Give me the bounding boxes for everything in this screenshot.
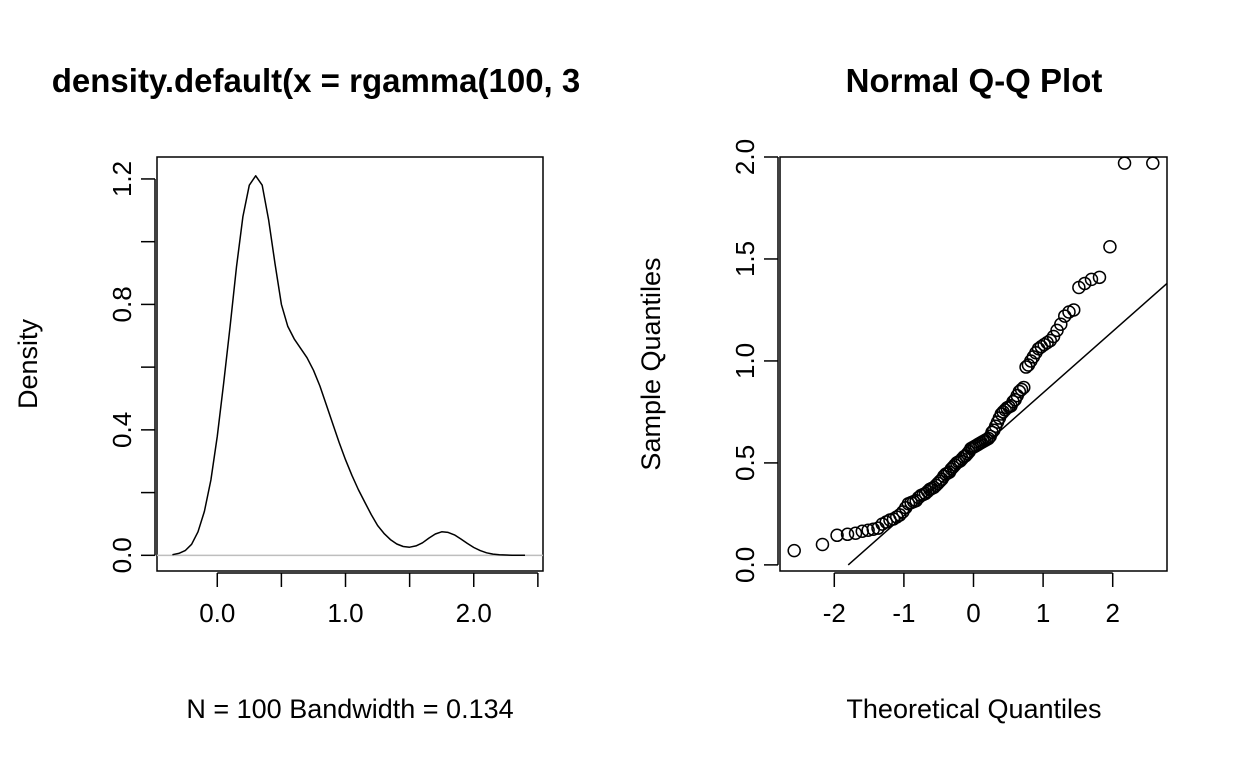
qq-y-axis: 0.0 0.5 1.0 1.5 2.0 (730, 139, 779, 583)
qq-point (848, 526, 863, 541)
qq-ylabel: Sample Quantiles (636, 257, 666, 470)
qq-y-tick-label: 1.0 (730, 343, 760, 379)
qq-plot-area (787, 156, 1168, 566)
qq-y-tick-label: 2.0 (730, 139, 760, 175)
qq-x-tick-label: 2 (1105, 598, 1119, 628)
qq-point (861, 523, 875, 537)
qq-point (830, 528, 844, 543)
qq-point (1012, 384, 1027, 399)
qq-x-tick-label: 1 (1036, 598, 1050, 628)
qq-point (1146, 156, 1160, 170)
qq-point (1058, 309, 1072, 323)
qq-panel: Normal Q-Q Plot Theoretical Quantiles Sa… (636, 62, 1168, 724)
density-curve (172, 175, 525, 557)
density-y-tick-label: 0.4 (107, 412, 137, 448)
qq-title: Normal Q-Q Plot (846, 62, 1103, 99)
density-ylabel: Density (13, 318, 43, 409)
qq-point (1054, 317, 1068, 331)
qq-y-tick-label: 1.5 (730, 241, 760, 277)
qq-xlabel: Theoretical Quantiles (846, 694, 1101, 724)
density-y-tick-label: 0.8 (107, 286, 137, 322)
density-panel: density.default(x = rgamma(100, 3 N = 10… (13, 62, 580, 724)
qq-point (787, 543, 801, 558)
qq-point (1043, 333, 1058, 348)
qq-point (1084, 272, 1099, 287)
qq-point (1103, 239, 1117, 254)
qq-x-tick-label: -2 (823, 598, 846, 628)
qq-point (815, 537, 830, 552)
qq-point (1017, 380, 1031, 395)
density-x-axis: 0.0 1.0 2.0 (199, 572, 539, 628)
density-y-axis: 0.0 0.4 0.8 1.2 (107, 161, 156, 573)
qq-point (1092, 270, 1107, 285)
qq-y-tick-label: 0.5 (730, 445, 760, 481)
qq-point (1077, 276, 1092, 291)
density-x-tick-label: 0.0 (199, 598, 235, 628)
density-xlabel: N = 100 Bandwidth = 0.134 (186, 694, 513, 724)
qq-x-tick-label: -1 (892, 598, 915, 628)
qq-point (840, 527, 855, 542)
density-y-tick-label: 0.0 (107, 537, 137, 573)
density-y-tick-label: 1.2 (107, 161, 137, 197)
density-title: density.default(x = rgamma(100, 3 (52, 62, 581, 99)
density-x-tick-label: 1.0 (327, 598, 363, 628)
qq-plot-frame (779, 156, 1168, 572)
qq-point (1014, 382, 1029, 397)
density-plot-frame (156, 156, 544, 572)
density-x-tick-label: 2.0 (456, 598, 492, 628)
qq-x-axis: -2 -1 0 1 2 (823, 572, 1120, 628)
qq-y-tick-label: 0.0 (730, 547, 760, 583)
qq-point (1066, 303, 1081, 317)
qq-x-tick-label: 0 (966, 598, 980, 628)
qq-point (1117, 156, 1132, 170)
density-plot-area (157, 175, 543, 557)
